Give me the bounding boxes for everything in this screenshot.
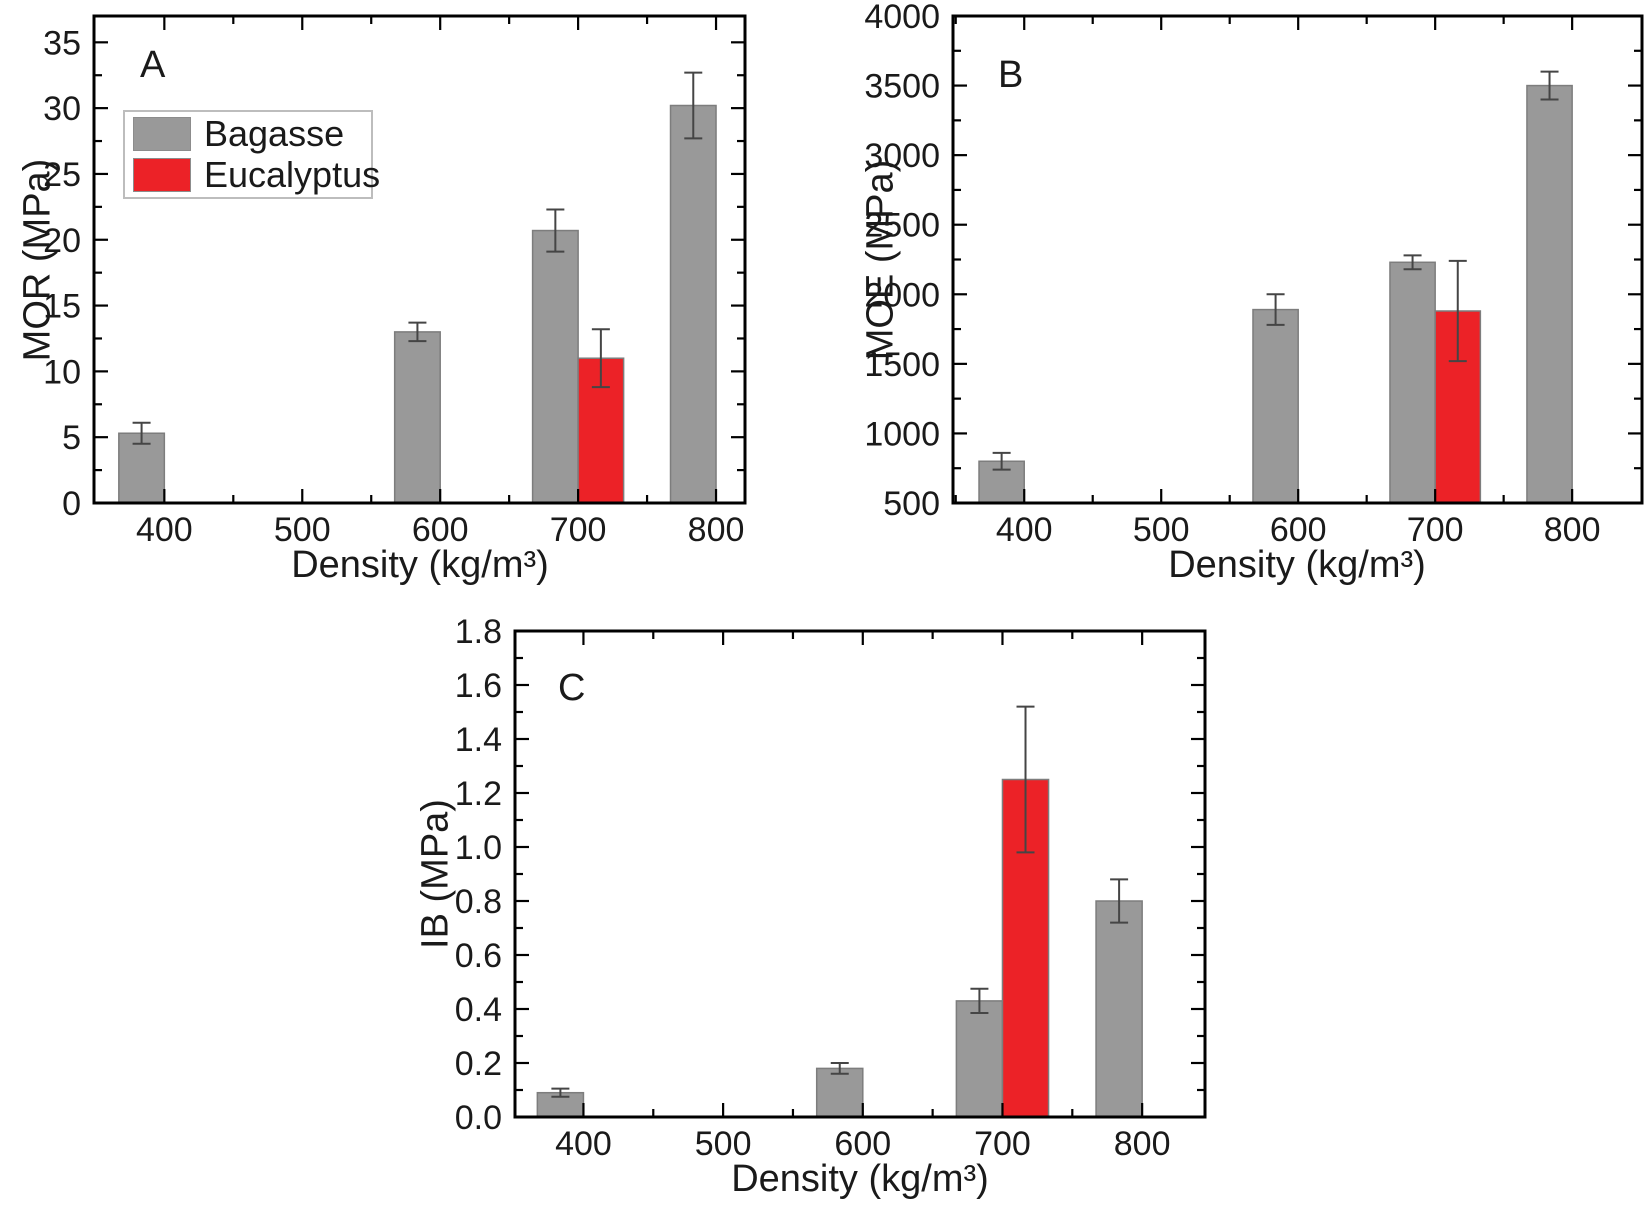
x-tick-label: 500 [695, 1125, 752, 1163]
bar-bagasse-800 [669, 104, 717, 504]
legend-label-bagasse: Bagasse [204, 113, 345, 154]
chart-b-ylabel: MOE (MPa) [859, 160, 901, 361]
y-tick-label: 0.4 [455, 991, 502, 1029]
x-tick-label: 600 [1270, 511, 1327, 549]
legend-label-eucalyptus: Eucalyptus [204, 154, 381, 195]
y-tick-label: 15 [43, 288, 81, 326]
y-tick-label: 2000 [864, 276, 940, 314]
legend: Bagasse Eucalyptus [123, 110, 380, 199]
chart-a-xlabel: Density (kg/m³) [291, 544, 549, 586]
error-bar [970, 987, 989, 1015]
y-tick-label: 1.0 [455, 829, 502, 867]
x-tick-label: 400 [996, 511, 1053, 549]
y-tick-label: 0.0 [455, 1099, 502, 1137]
y-tick-label: 0.6 [455, 937, 502, 975]
y-tick-label: 35 [43, 24, 81, 62]
chart-b-xlabel: Density (kg/m³) [1168, 544, 1426, 586]
error-bar [1448, 259, 1467, 363]
y-tick-label: 0 [62, 485, 81, 523]
y-tick-label: 20 [43, 222, 81, 260]
y-tick-label: 1.2 [455, 775, 502, 813]
error-bar [1266, 293, 1285, 326]
y-tick-label: 10 [43, 353, 81, 391]
error-bar [992, 451, 1011, 471]
error-bar [684, 71, 703, 140]
bar-bagasse-600 [393, 331, 441, 504]
x-tick-label: 500 [274, 511, 331, 549]
chart-c-panel-letter: C [558, 667, 585, 709]
error-bar [408, 321, 427, 343]
bar-bagasse-800 [1526, 84, 1573, 504]
y-tick-label: 3500 [864, 68, 940, 106]
error-bar [1110, 878, 1129, 924]
chart-c-xlabel: Density (kg/m³) [731, 1158, 989, 1200]
plots-layer: 400 500 600 700 800 0 5 10 15 20 25 30 35 400 500 600 70… [43, 0, 1644, 1163]
bar-bagasse-600 [1252, 308, 1299, 504]
x-tick-label: 800 [688, 511, 745, 549]
error-bar [1540, 70, 1559, 101]
legend-item-eucalyptus: Eucalyptus [133, 157, 380, 193]
error-bar [1403, 254, 1422, 271]
y-tick-label: 1.4 [455, 721, 502, 759]
x-tick-label: 700 [550, 511, 607, 549]
y-tick-label: 1500 [864, 346, 940, 384]
y-tick-label: 25 [43, 156, 81, 194]
chart-a-ylabel: MOR (MPa) [16, 159, 58, 362]
legend-swatch-bagasse [133, 117, 191, 151]
bar-bagasse-700 [531, 229, 579, 504]
y-tick-label: 30 [43, 90, 81, 128]
y-tick-label: 1000 [864, 415, 940, 453]
y-tick-label: 1.8 [455, 613, 502, 651]
x-tick-label: 500 [1133, 511, 1190, 549]
error-bar [132, 421, 151, 445]
y-tick-label: 0.8 [455, 883, 502, 921]
error-bar [591, 328, 610, 389]
x-tick-label: 400 [136, 511, 193, 549]
x-tick-label: 600 [834, 1125, 891, 1163]
legend-swatch-eucalyptus [133, 158, 191, 192]
y-tick-label: 500 [883, 485, 940, 523]
bar-bagasse-800 [1095, 900, 1143, 1118]
x-tick-label: 600 [412, 511, 469, 549]
y-tick-label: 4000 [864, 0, 940, 36]
chart-c-ylabel: IB (MPa) [414, 799, 456, 949]
y-tick-label: 5 [62, 419, 81, 457]
bar-bagasse-600 [815, 1067, 864, 1118]
x-tick-label: 700 [1407, 511, 1464, 549]
error-bar [830, 1062, 849, 1075]
chart-a-panel-letter: A [140, 44, 166, 86]
error-bar [1016, 705, 1035, 854]
plot-frame [92, 14, 747, 505]
bar-bagasse-700 [955, 1000, 1004, 1118]
error-bar [551, 1087, 570, 1098]
error-bar [546, 208, 565, 253]
chart-a-plot: 400 500 600 700 800 0 5 10 15 20 25 30 35 [43, 14, 747, 549]
x-tick-label: 700 [974, 1125, 1031, 1163]
y-tick-label: 2500 [864, 207, 940, 245]
chart-b-plot: 400 500 600 700 800 500 1000 1500 2000 2500 3000 35… [864, 0, 1644, 549]
x-tick-label: 800 [1114, 1125, 1171, 1163]
chart-c-plot: 400 500 600 700 800 0.0 0.2 0.4 0.6 0.8 1.0 1.2 1.4 1… [455, 613, 1207, 1163]
y-tick-label: 1.6 [455, 667, 502, 705]
y-tick-label: 3000 [864, 137, 940, 175]
y-tick-label: 0.2 [455, 1045, 502, 1083]
bar-bagasse-700 [1389, 261, 1436, 504]
x-tick-label: 800 [1544, 511, 1601, 549]
x-tick-label: 400 [555, 1125, 612, 1163]
legend-item-bagasse: Bagasse [133, 116, 371, 152]
chart-b-panel-letter: B [998, 54, 1023, 96]
bar-bagasse-400 [118, 432, 166, 504]
